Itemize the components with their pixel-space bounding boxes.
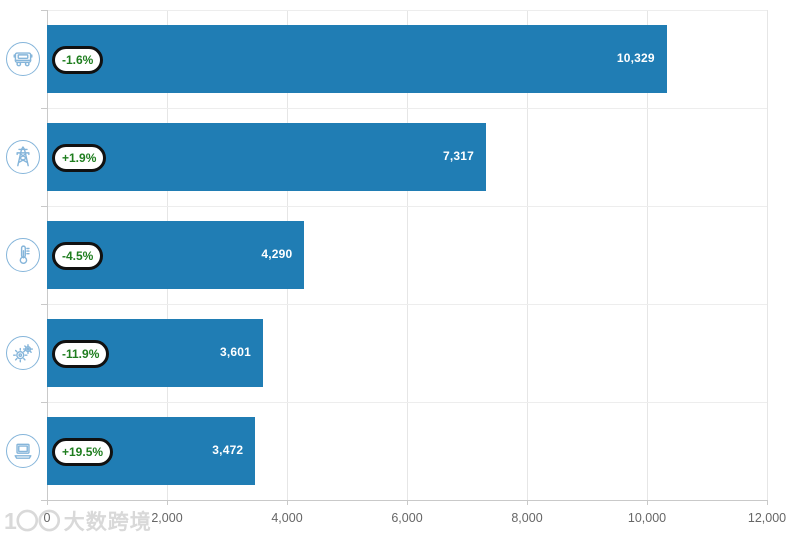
bar-value-label: 7,317 <box>442 149 475 163</box>
watermark: 1〇〇 大数跨境 <box>4 502 152 534</box>
vertical-gridline <box>527 10 528 500</box>
bar[interactable] <box>47 123 487 191</box>
bar-value-label: 3,601 <box>220 345 252 359</box>
watermark-logo: 1〇〇 <box>4 508 61 534</box>
bar-value-label: 10,329 <box>616 51 655 65</box>
row-gridline <box>47 304 767 305</box>
x-axis-tick <box>47 500 48 505</box>
laptop-icon <box>6 434 40 468</box>
row-gridline <box>47 10 767 11</box>
gears-icon <box>6 336 40 370</box>
x-axis-label: 2,000 <box>151 511 183 525</box>
y-axis-tick <box>41 206 47 207</box>
x-axis-label: 0 <box>43 511 51 525</box>
watermark-text: 大数跨境 <box>63 511 152 534</box>
x-axis-label: 4,000 <box>271 511 303 525</box>
change-badge: -11.9% <box>52 340 110 368</box>
y-axis-tick <box>41 108 47 109</box>
row-gridline <box>47 206 767 207</box>
change-badge: -1.6% <box>52 46 104 74</box>
vertical-gridline <box>767 10 768 500</box>
x-axis-tick <box>167 500 168 505</box>
vertical-gridline <box>647 10 648 500</box>
change-badge: +19.5% <box>52 438 114 466</box>
x-axis-tick <box>407 500 408 505</box>
x-axis-tick <box>647 500 648 505</box>
x-axis-label: 6,000 <box>391 511 423 525</box>
y-axis-tick <box>41 402 47 403</box>
vertical-gridline <box>407 10 408 500</box>
x-axis-label: 10,000 <box>627 511 667 525</box>
row-gridline <box>47 402 767 403</box>
bar-value-label: 3,472 <box>212 443 244 457</box>
truck-icon <box>6 42 40 76</box>
change-badge: +1.9% <box>52 144 107 172</box>
bar[interactable] <box>47 25 667 93</box>
change-badge: -4.5% <box>52 242 104 270</box>
x-axis-tick <box>767 500 768 505</box>
bar-value-label: 4,290 <box>261 247 293 261</box>
thermometer-icon <box>6 238 40 272</box>
power-tower-icon <box>6 140 40 174</box>
y-axis-tick <box>41 10 47 11</box>
x-axis-line <box>41 500 767 501</box>
x-axis-label: 8,000 <box>511 511 543 525</box>
row-gridline <box>47 108 767 109</box>
x-axis-tick <box>527 500 528 505</box>
y-axis-tick <box>41 304 47 305</box>
x-axis-label: 12,000 <box>747 511 787 525</box>
x-axis-tick <box>287 500 288 505</box>
